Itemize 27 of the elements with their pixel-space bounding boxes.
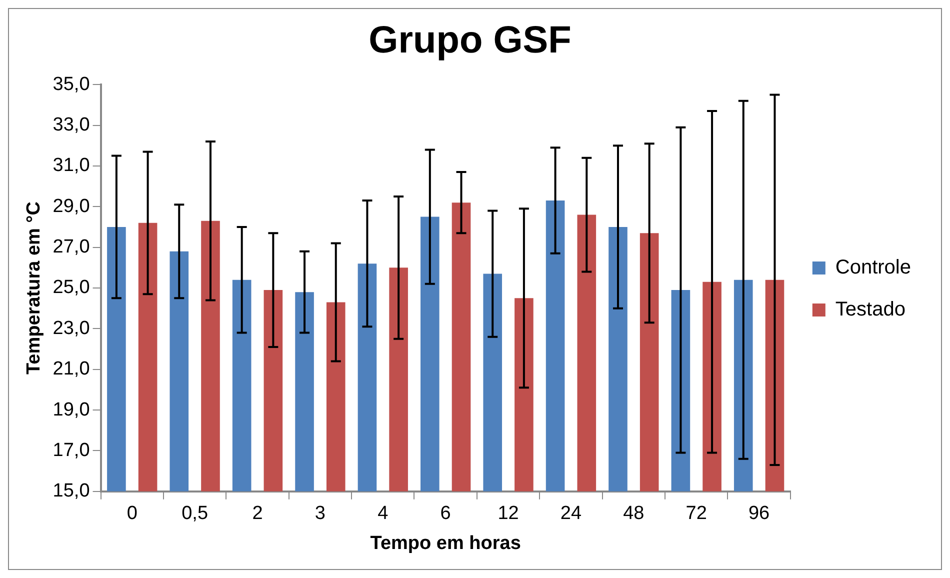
legend-label: Controle — [835, 256, 912, 279]
y-tick-label: 23,0 — [52, 318, 90, 339]
x-tick-label: 0,5 — [182, 503, 208, 524]
x-tick-label: 96 — [748, 503, 770, 524]
y-axis-title: Temperatura em °C — [24, 201, 45, 375]
y-tick-label: 21,0 — [52, 358, 90, 380]
y-tick-label: 25,0 — [52, 277, 90, 298]
chart-title: Grupo GSF — [368, 19, 572, 62]
x-tick-label: 48 — [623, 503, 644, 524]
x-tick-label: 6 — [440, 503, 451, 524]
x-axis-title: Tempo em horas — [370, 532, 521, 554]
y-tick-label: 31,0 — [52, 155, 90, 176]
y-tick-label: 27,0 — [52, 236, 90, 258]
x-tick-label: 24 — [560, 503, 582, 524]
x-tick-label: 3 — [314, 503, 326, 524]
y-tick-label: 29,0 — [52, 196, 90, 217]
y-tick-label: 33,0 — [52, 114, 90, 136]
y-tick-label: 17,0 — [52, 440, 90, 461]
x-tick-label: 12 — [498, 503, 519, 524]
x-tick-label: 4 — [378, 503, 389, 524]
y-tick-label: 19,0 — [52, 399, 90, 420]
y-tick-label: 15,0 — [52, 480, 90, 502]
x-tick-label: 0 — [126, 503, 138, 524]
x-tick-label: 72 — [686, 503, 707, 524]
legend-label: Testado — [835, 298, 906, 321]
x-tick-label: 2 — [252, 503, 263, 524]
y-tick-label: 35,0 — [52, 74, 90, 95]
